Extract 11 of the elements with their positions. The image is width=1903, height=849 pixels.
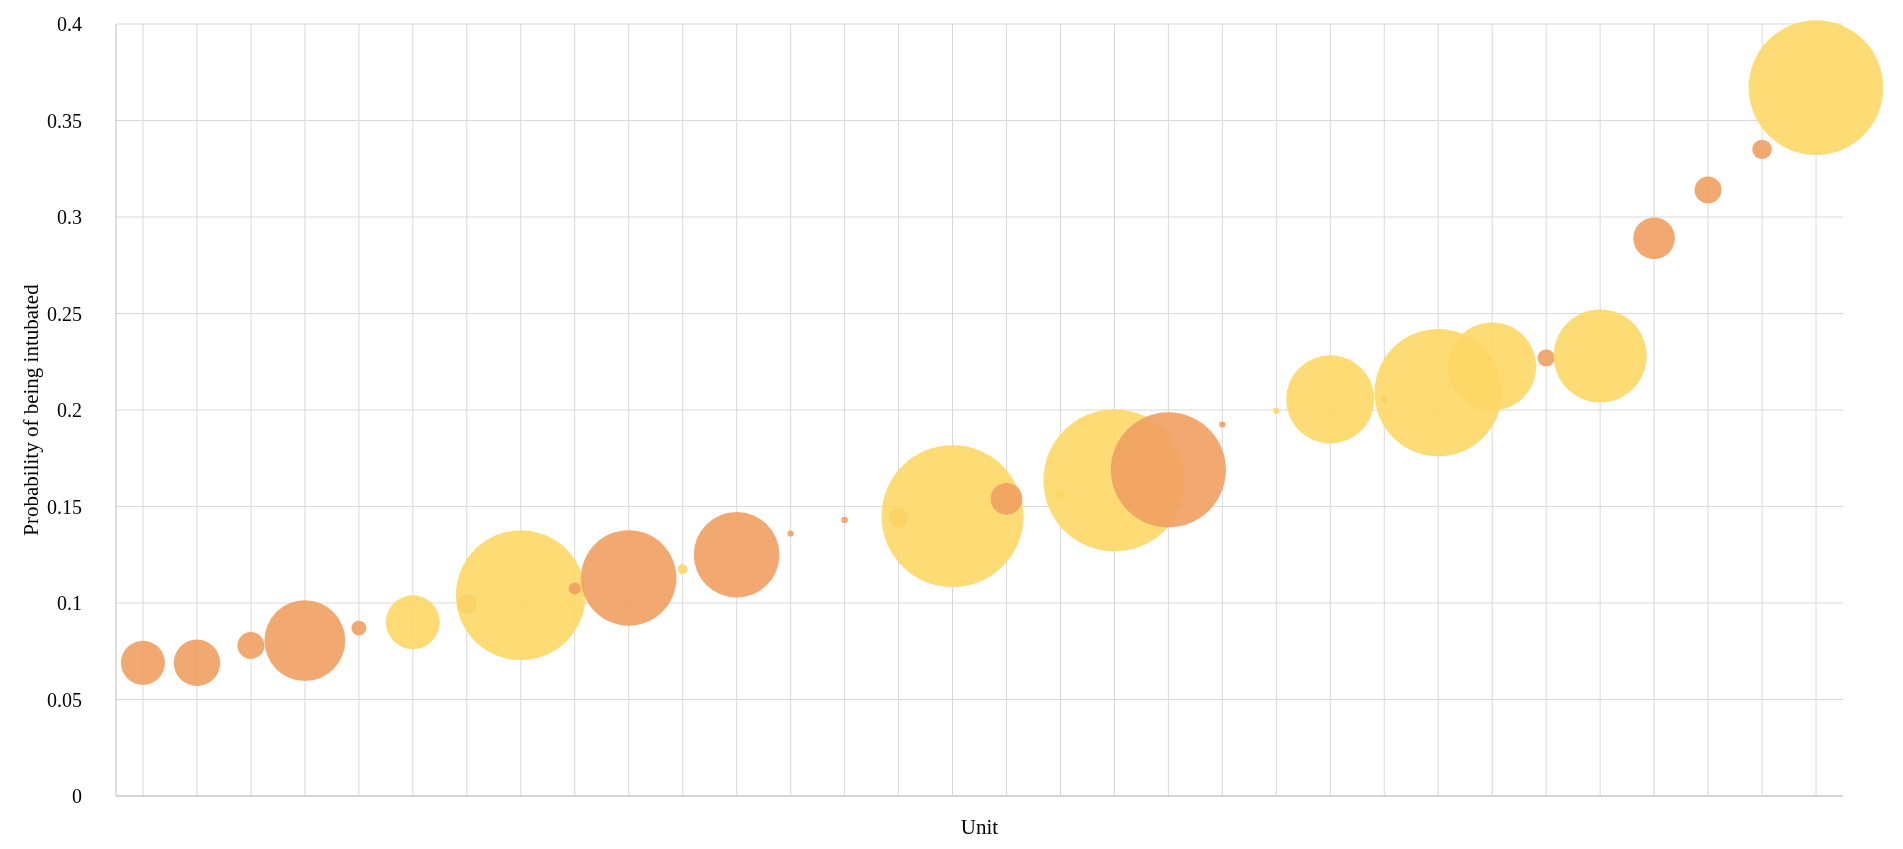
y-axis-title: Probability of being intubated (19, 283, 43, 536)
y-tick-label: 0.35 (47, 109, 82, 132)
x-axis-title: Unit (960, 815, 999, 839)
y-tick-label: 0.05 (47, 688, 82, 711)
y-tick-label: 0.15 (47, 495, 82, 518)
y-tick-label: 0 (72, 785, 82, 807)
y-tick-label: 0.25 (47, 302, 82, 325)
y-tick-label: 0.3 (57, 206, 82, 228)
y-tick-label: 0.2 (57, 399, 82, 421)
y-tick-label: 0.4 (57, 13, 82, 35)
y-tick-label: 0.1 (57, 592, 82, 614)
